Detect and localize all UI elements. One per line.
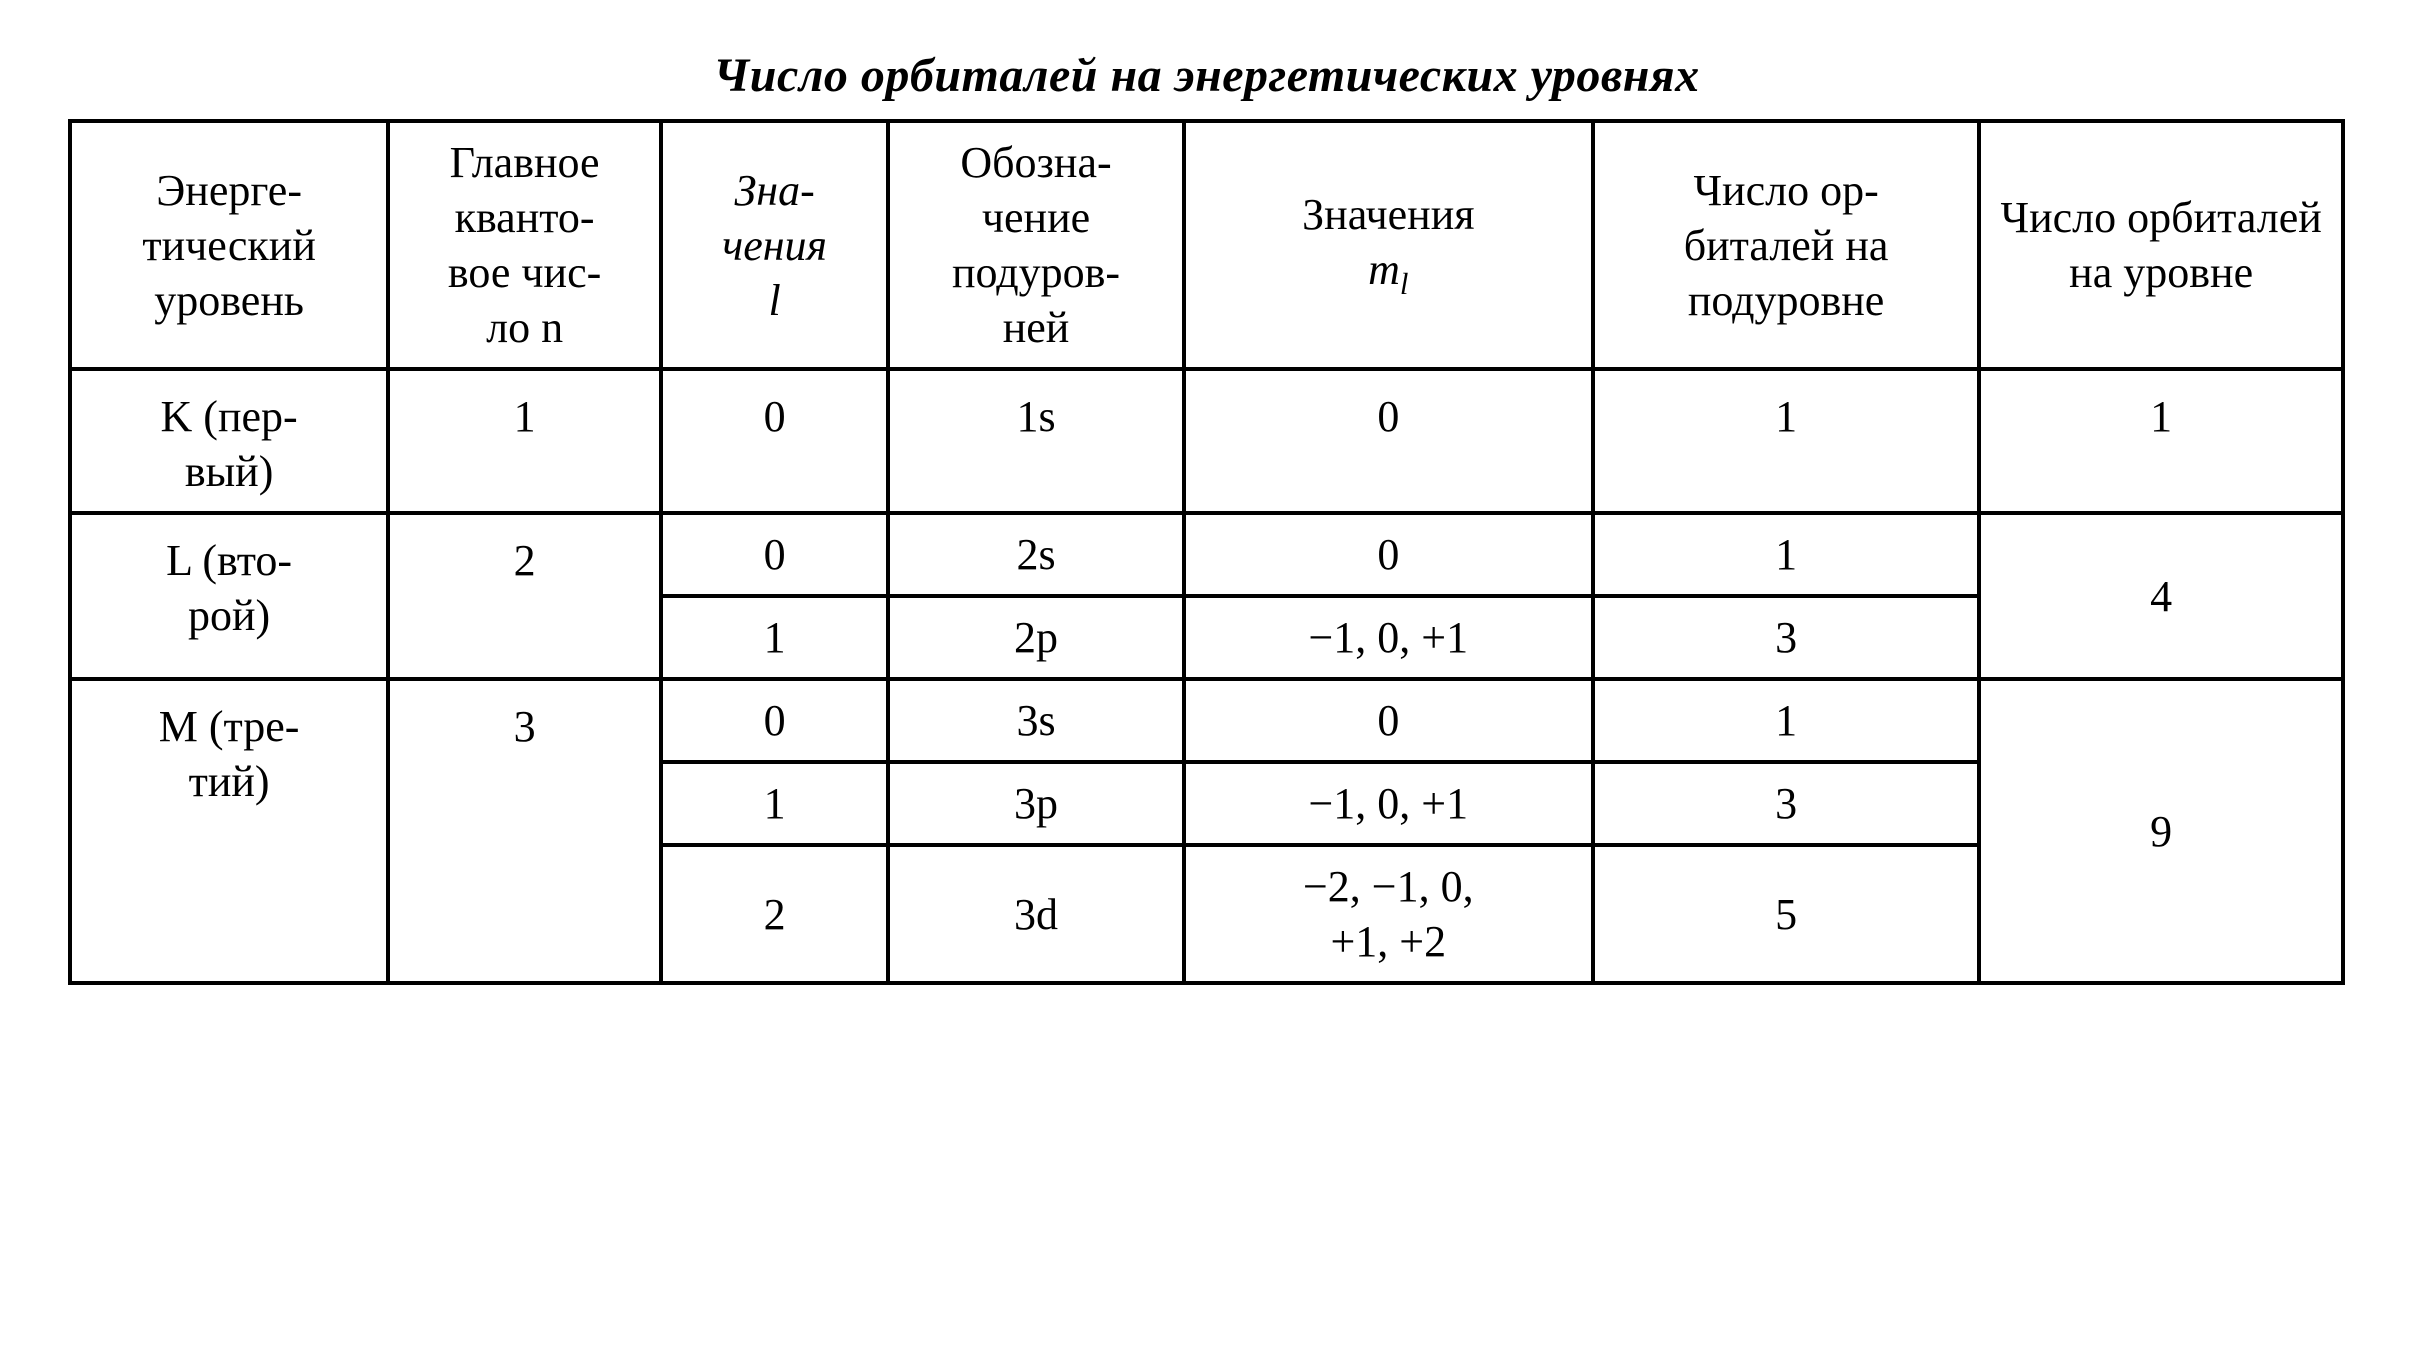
cell-n: 3 (388, 679, 661, 983)
cell-n: 1 (388, 369, 661, 513)
cell-ml: −2, −1, 0,+1, +2 (1184, 845, 1593, 983)
cell-sublevel-label: 3p (888, 762, 1183, 845)
col-header-ml: Значения ml (1184, 121, 1593, 369)
orbitals-table: Энерге-тический уровень Главное кванто-в… (68, 119, 2345, 985)
cell-l: 1 (661, 762, 888, 845)
cell-l: 0 (661, 369, 888, 513)
table-row: K (пер-вый) 1 0 1s 0 1 1 (70, 369, 2343, 513)
cell-orbitals-sublevel: 5 (1593, 845, 1979, 983)
table-body: K (пер-вый) 1 0 1s 0 1 1 L (вто-рой) 2 0… (70, 369, 2343, 983)
col-header-l: Зна-ченияl (661, 121, 888, 369)
cell-ml: −1, 0, +1 (1184, 596, 1593, 679)
cell-ml: 0 (1184, 513, 1593, 596)
cell-l: 2 (661, 845, 888, 983)
cell-level-name: K (пер-вый) (70, 369, 388, 513)
cell-sublevel-label: 1s (888, 369, 1183, 513)
table-row: L (вто-рой) 2 0 2s 0 1 4 (70, 513, 2343, 596)
col-header-orbitals-level: Число орбиталей на уровне (1979, 121, 2343, 369)
cell-l: 0 (661, 513, 888, 596)
cell-orbitals-sublevel: 1 (1593, 679, 1979, 762)
cell-sublevel-label: 2s (888, 513, 1183, 596)
table-row: M (тре-тий) 3 0 3s 0 1 9 (70, 679, 2343, 762)
cell-orbitals-sublevel: 3 (1593, 596, 1979, 679)
col-header-sublevel: Обозна-чение подуров-ней (888, 121, 1183, 369)
cell-orbitals-sublevel: 3 (1593, 762, 1979, 845)
cell-l: 0 (661, 679, 888, 762)
cell-l: 1 (661, 596, 888, 679)
cell-ml: −1, 0, +1 (1184, 762, 1593, 845)
cell-level-name: M (тре-тий) (70, 679, 388, 983)
col-header-orbitals-sublevel: Число ор-биталей на подуровне (1593, 121, 1979, 369)
cell-ml: 0 (1184, 369, 1593, 513)
cell-orbitals-sublevel: 1 (1593, 513, 1979, 596)
header-row: Энерге-тический уровень Главное кванто-в… (70, 121, 2343, 369)
cell-orbitals-level: 4 (1979, 513, 2343, 679)
cell-n: 2 (388, 513, 661, 679)
col-header-level: Энерге-тический уровень (70, 121, 388, 369)
cell-orbitals-level: 1 (1979, 369, 2343, 513)
cell-sublevel-label: 2p (888, 596, 1183, 679)
table-title: Число орбиталей на энергетических уровня… (68, 48, 2345, 103)
cell-orbitals-level: 9 (1979, 679, 2343, 983)
cell-ml: 0 (1184, 679, 1593, 762)
cell-orbitals-sublevel: 1 (1593, 369, 1979, 513)
cell-level-name: L (вто-рой) (70, 513, 388, 679)
col-header-n: Главное кванто-вое чис-ло n (388, 121, 661, 369)
cell-sublevel-label: 3s (888, 679, 1183, 762)
cell-sublevel-label: 3d (888, 845, 1183, 983)
